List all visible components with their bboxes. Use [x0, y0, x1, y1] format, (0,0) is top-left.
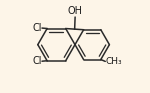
Text: Cl: Cl: [32, 56, 42, 66]
Text: OH: OH: [68, 6, 83, 16]
Text: Cl: Cl: [32, 23, 42, 33]
Text: CH₃: CH₃: [106, 57, 122, 66]
